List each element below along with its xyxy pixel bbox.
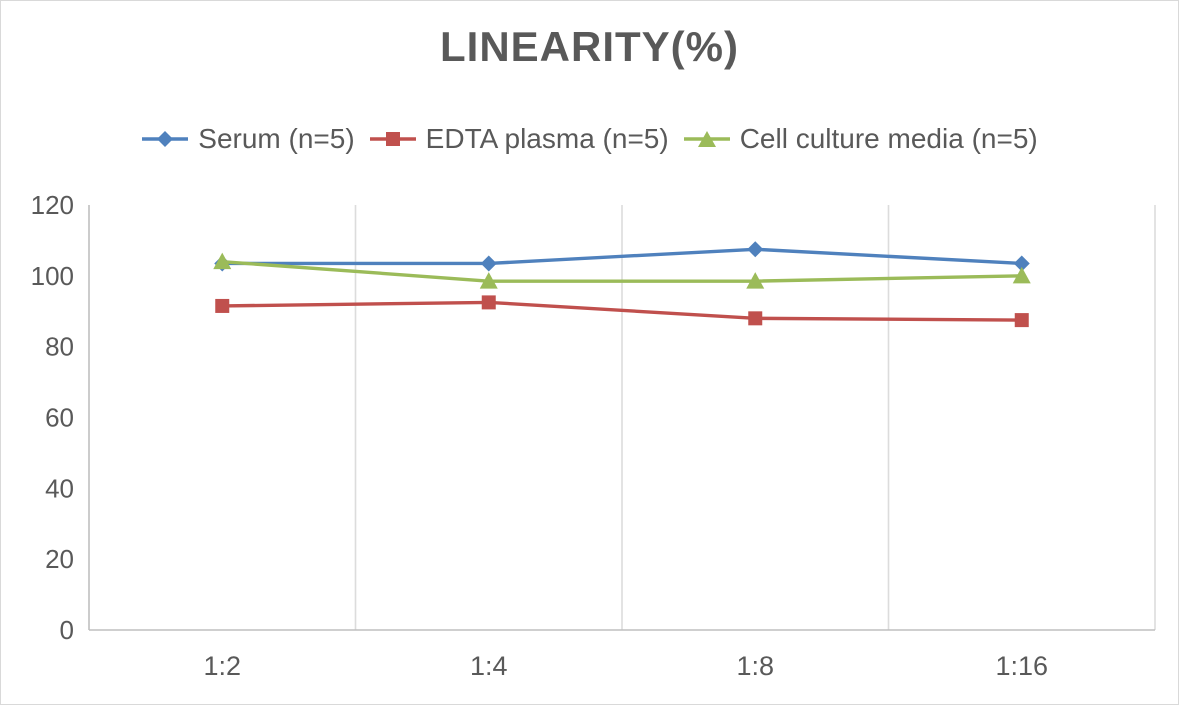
serum-line-diamond-icon [142, 131, 189, 147]
data-point-diamond [480, 255, 497, 272]
x-tick-label: 1:16 [995, 651, 1048, 681]
data-point-diamond [1013, 255, 1030, 272]
data-point-diamond [747, 241, 764, 258]
cell-culture-line-triangle-icon [683, 131, 730, 147]
y-tick-label: 120 [31, 190, 74, 220]
y-tick-label: 0 [60, 615, 74, 645]
data-point-square [215, 298, 230, 313]
x-tick-label: 1:8 [736, 651, 774, 681]
legend-item-edta-plasma: EDTA plasma (n=5) [369, 123, 669, 155]
series-line-square [222, 300, 1022, 322]
y-tick-label: 100 [31, 261, 74, 291]
data-point-square [1014, 313, 1029, 328]
chart-legend: Serum (n=5) EDTA plasma (n=5) Cell cultu… [1, 123, 1178, 155]
chart-title: LINEARITY(%) [440, 23, 739, 70]
x-tick-label: 1:4 [470, 651, 508, 681]
legend-item-serum: Serum (n=5) [141, 123, 355, 155]
y-tick-label: 80 [45, 332, 74, 362]
data-point-triangle [746, 272, 765, 289]
y-tick-label: 60 [45, 403, 74, 433]
data-point-square [748, 311, 763, 326]
data-point-triangle [1012, 266, 1031, 284]
y-tick-label: 40 [45, 473, 74, 503]
data-point-square [481, 295, 496, 310]
y-tick-label: 20 [45, 544, 74, 574]
data-point-triangle [213, 252, 232, 270]
x-tick-label: 1:2 [203, 651, 241, 681]
data-point-triangle [479, 272, 498, 289]
legend-label-serum: Serum (n=5) [198, 123, 355, 154]
edta-line-square-icon [369, 132, 416, 146]
legend-label-cell-culture-media: Cell culture media (n=5) [739, 123, 1038, 154]
series-line-diamond [222, 247, 1022, 266]
legend-label-edta-plasma: EDTA plasma (n=5) [425, 123, 669, 154]
legend-item-cell-culture-media: Cell culture media (n=5) [683, 123, 1038, 155]
series-line-triangle [222, 259, 1022, 283]
